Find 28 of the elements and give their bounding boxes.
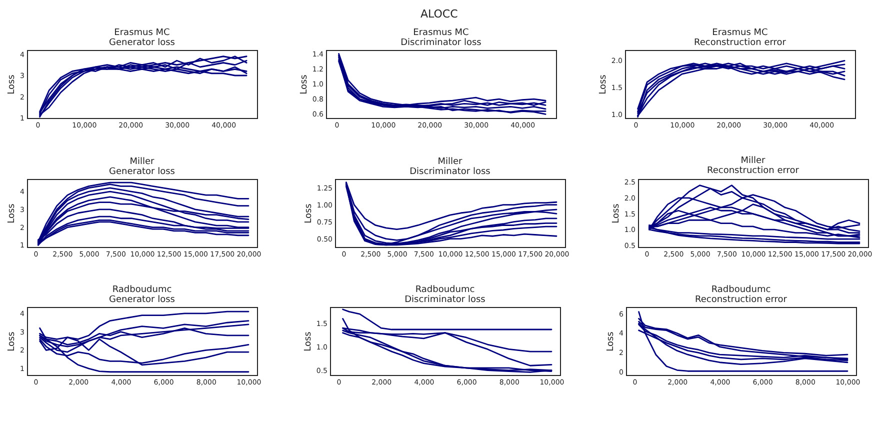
y-axis-title: Loss (611, 203, 622, 224)
y-axis-title: Loss (304, 203, 314, 224)
chart-subtitle: Reconstruction error (694, 295, 788, 305)
chart-subtitle: Discriminator loss (400, 38, 482, 48)
chart-subtitle: Reconstruction error (706, 166, 800, 176)
chart-subtitle: Discriminator loss (404, 295, 486, 305)
y-axis-title: Loss (7, 203, 18, 224)
chart-title: Radboudumc (711, 285, 771, 295)
chart-subtitle: Reconstruction error (694, 38, 786, 48)
chart-title: Erasmus MC (712, 28, 768, 38)
chart-subtitle: Discriminator loss (410, 167, 491, 177)
chart-title: Erasmus MC (413, 28, 469, 38)
chart-title: Radboudumc (112, 285, 172, 295)
y-axis-title: Loss (606, 331, 616, 352)
chart-subtitle: Generator loss (109, 38, 176, 48)
y-axis-title: Loss (7, 74, 18, 94)
y-axis-title: Loss (299, 74, 310, 94)
chart-title: Miller (130, 157, 155, 167)
chart-title: Miller (740, 156, 766, 166)
text: ALOCC (420, 7, 458, 20)
y-axis-title: Loss (598, 74, 608, 94)
chart-title: Radboudumc (415, 285, 475, 295)
y-axis-title: Loss (303, 331, 314, 352)
chart-title: Erasmus MC (114, 28, 170, 38)
chart-title: Miller (438, 157, 463, 167)
chart-subtitle: Generator loss (109, 167, 176, 177)
y-axis-title: Loss (7, 331, 18, 352)
chart-subtitle: Generator loss (109, 295, 176, 305)
